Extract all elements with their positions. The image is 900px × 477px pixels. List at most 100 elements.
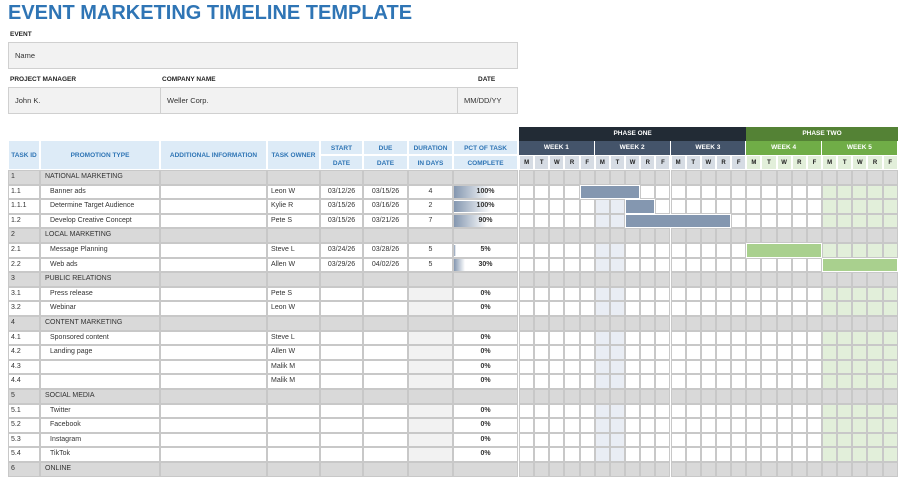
- cell: [8, 184, 40, 200]
- task-id: 5: [11, 392, 15, 399]
- gantt-cell: [761, 286, 777, 302]
- gantt-cell: [806, 330, 822, 346]
- cell: [363, 228, 408, 243]
- column-header: DATE: [363, 155, 408, 170]
- gantt-cell: [534, 432, 550, 448]
- task-id: 1.1: [11, 187, 21, 195]
- gantt-cell: [746, 389, 762, 404]
- day-header: F: [579, 155, 595, 170]
- gantt-cell: [625, 345, 641, 360]
- gantt-cell: [625, 272, 641, 287]
- cell: [40, 447, 160, 462]
- gantt-cell: [534, 345, 550, 360]
- gantt-cell: [731, 374, 747, 389]
- gantt-bar: [579, 184, 641, 200]
- gantt-cell: [822, 462, 838, 477]
- gantt-cell: [882, 418, 898, 433]
- pct-bar: [454, 215, 488, 227]
- gantt-cell: [670, 199, 686, 214]
- gantt-cell: [791, 389, 807, 404]
- gantt-cell: [625, 170, 641, 185]
- gantt-cell: [549, 389, 565, 404]
- day-header: T: [837, 155, 853, 170]
- gantt-cell: [655, 199, 671, 214]
- gantt-cell: [625, 316, 641, 331]
- day-header: W: [549, 155, 565, 170]
- cell: [40, 403, 160, 419]
- gantt-cell: [867, 432, 883, 448]
- cell: [320, 418, 363, 433]
- gantt-cell: [822, 228, 838, 243]
- pct-label: 100%: [476, 202, 495, 210]
- start-date: 03/15/26: [327, 216, 356, 224]
- cell: [8, 462, 40, 477]
- cell: [363, 374, 408, 389]
- gantt-cell: [776, 184, 792, 200]
- gantt-cell: [731, 389, 747, 404]
- gantt-cell: [670, 272, 686, 287]
- gantt-cell: [867, 228, 883, 243]
- gantt-cell: [549, 447, 565, 462]
- gantt-cell: [761, 184, 777, 200]
- gantt-cell: [806, 286, 822, 302]
- gantt-cell: [640, 418, 656, 433]
- gantt-cell: [594, 316, 610, 331]
- gantt-cell: [640, 330, 656, 346]
- cell: [160, 301, 267, 316]
- gantt-cell: [837, 403, 853, 419]
- cell: [8, 228, 40, 243]
- cell: [160, 213, 267, 229]
- gantt-cell: [594, 286, 610, 302]
- gantt-cell: [655, 243, 671, 258]
- task-owner: Leon W: [271, 304, 296, 312]
- duration-cell: [408, 432, 453, 448]
- gantt-cell: [625, 243, 641, 258]
- cell: [363, 272, 408, 287]
- gantt-cell: [579, 199, 595, 214]
- cell: [363, 257, 408, 273]
- gantt-cell: [746, 184, 762, 200]
- gantt-cell: [791, 403, 807, 419]
- cell: [8, 359, 40, 375]
- gantt-cell: [640, 403, 656, 419]
- gantt-cell: [700, 301, 716, 316]
- gantt-bar: [625, 213, 732, 229]
- column-header: IN DAYS: [408, 155, 453, 170]
- cell: [363, 170, 408, 185]
- gantt-cell: [806, 228, 822, 243]
- gantt-cell: [791, 447, 807, 462]
- gantt-cell: [731, 184, 747, 200]
- gantt-cell: [549, 286, 565, 302]
- cell: [453, 272, 518, 287]
- gantt-cell: [579, 330, 595, 346]
- column-header: PROMOTION TYPE: [40, 140, 160, 170]
- gantt-cell: [700, 418, 716, 433]
- gantt-cell: [776, 286, 792, 302]
- cell: [453, 330, 518, 346]
- gantt-cell: [700, 374, 716, 389]
- gantt-cell: [549, 432, 565, 448]
- gantt-cell: [776, 257, 792, 273]
- gantt-cell: [791, 257, 807, 273]
- cell: [363, 418, 408, 433]
- gantt-cell: [806, 447, 822, 462]
- gantt-cell: [534, 330, 550, 346]
- gantt-cell: [685, 301, 701, 316]
- promotion-type: Develop Creative Concept: [50, 216, 132, 224]
- gantt-cell: [852, 462, 868, 477]
- gantt-cell: [882, 374, 898, 389]
- gantt-cell: [837, 213, 853, 229]
- gantt-cell: [519, 170, 535, 185]
- cell: [363, 432, 408, 448]
- gantt-cell: [776, 199, 792, 214]
- gantt-cell: [822, 301, 838, 316]
- gantt-cell: [852, 286, 868, 302]
- task-id: 1.1.1: [11, 202, 27, 210]
- cell: [408, 213, 453, 229]
- gantt-cell: [852, 184, 868, 200]
- gantt-cell: [594, 432, 610, 448]
- gantt-cell: [882, 345, 898, 360]
- gantt-cell: [685, 199, 701, 214]
- gantt-cell: [731, 272, 747, 287]
- start-date: 03/29/26: [327, 260, 356, 268]
